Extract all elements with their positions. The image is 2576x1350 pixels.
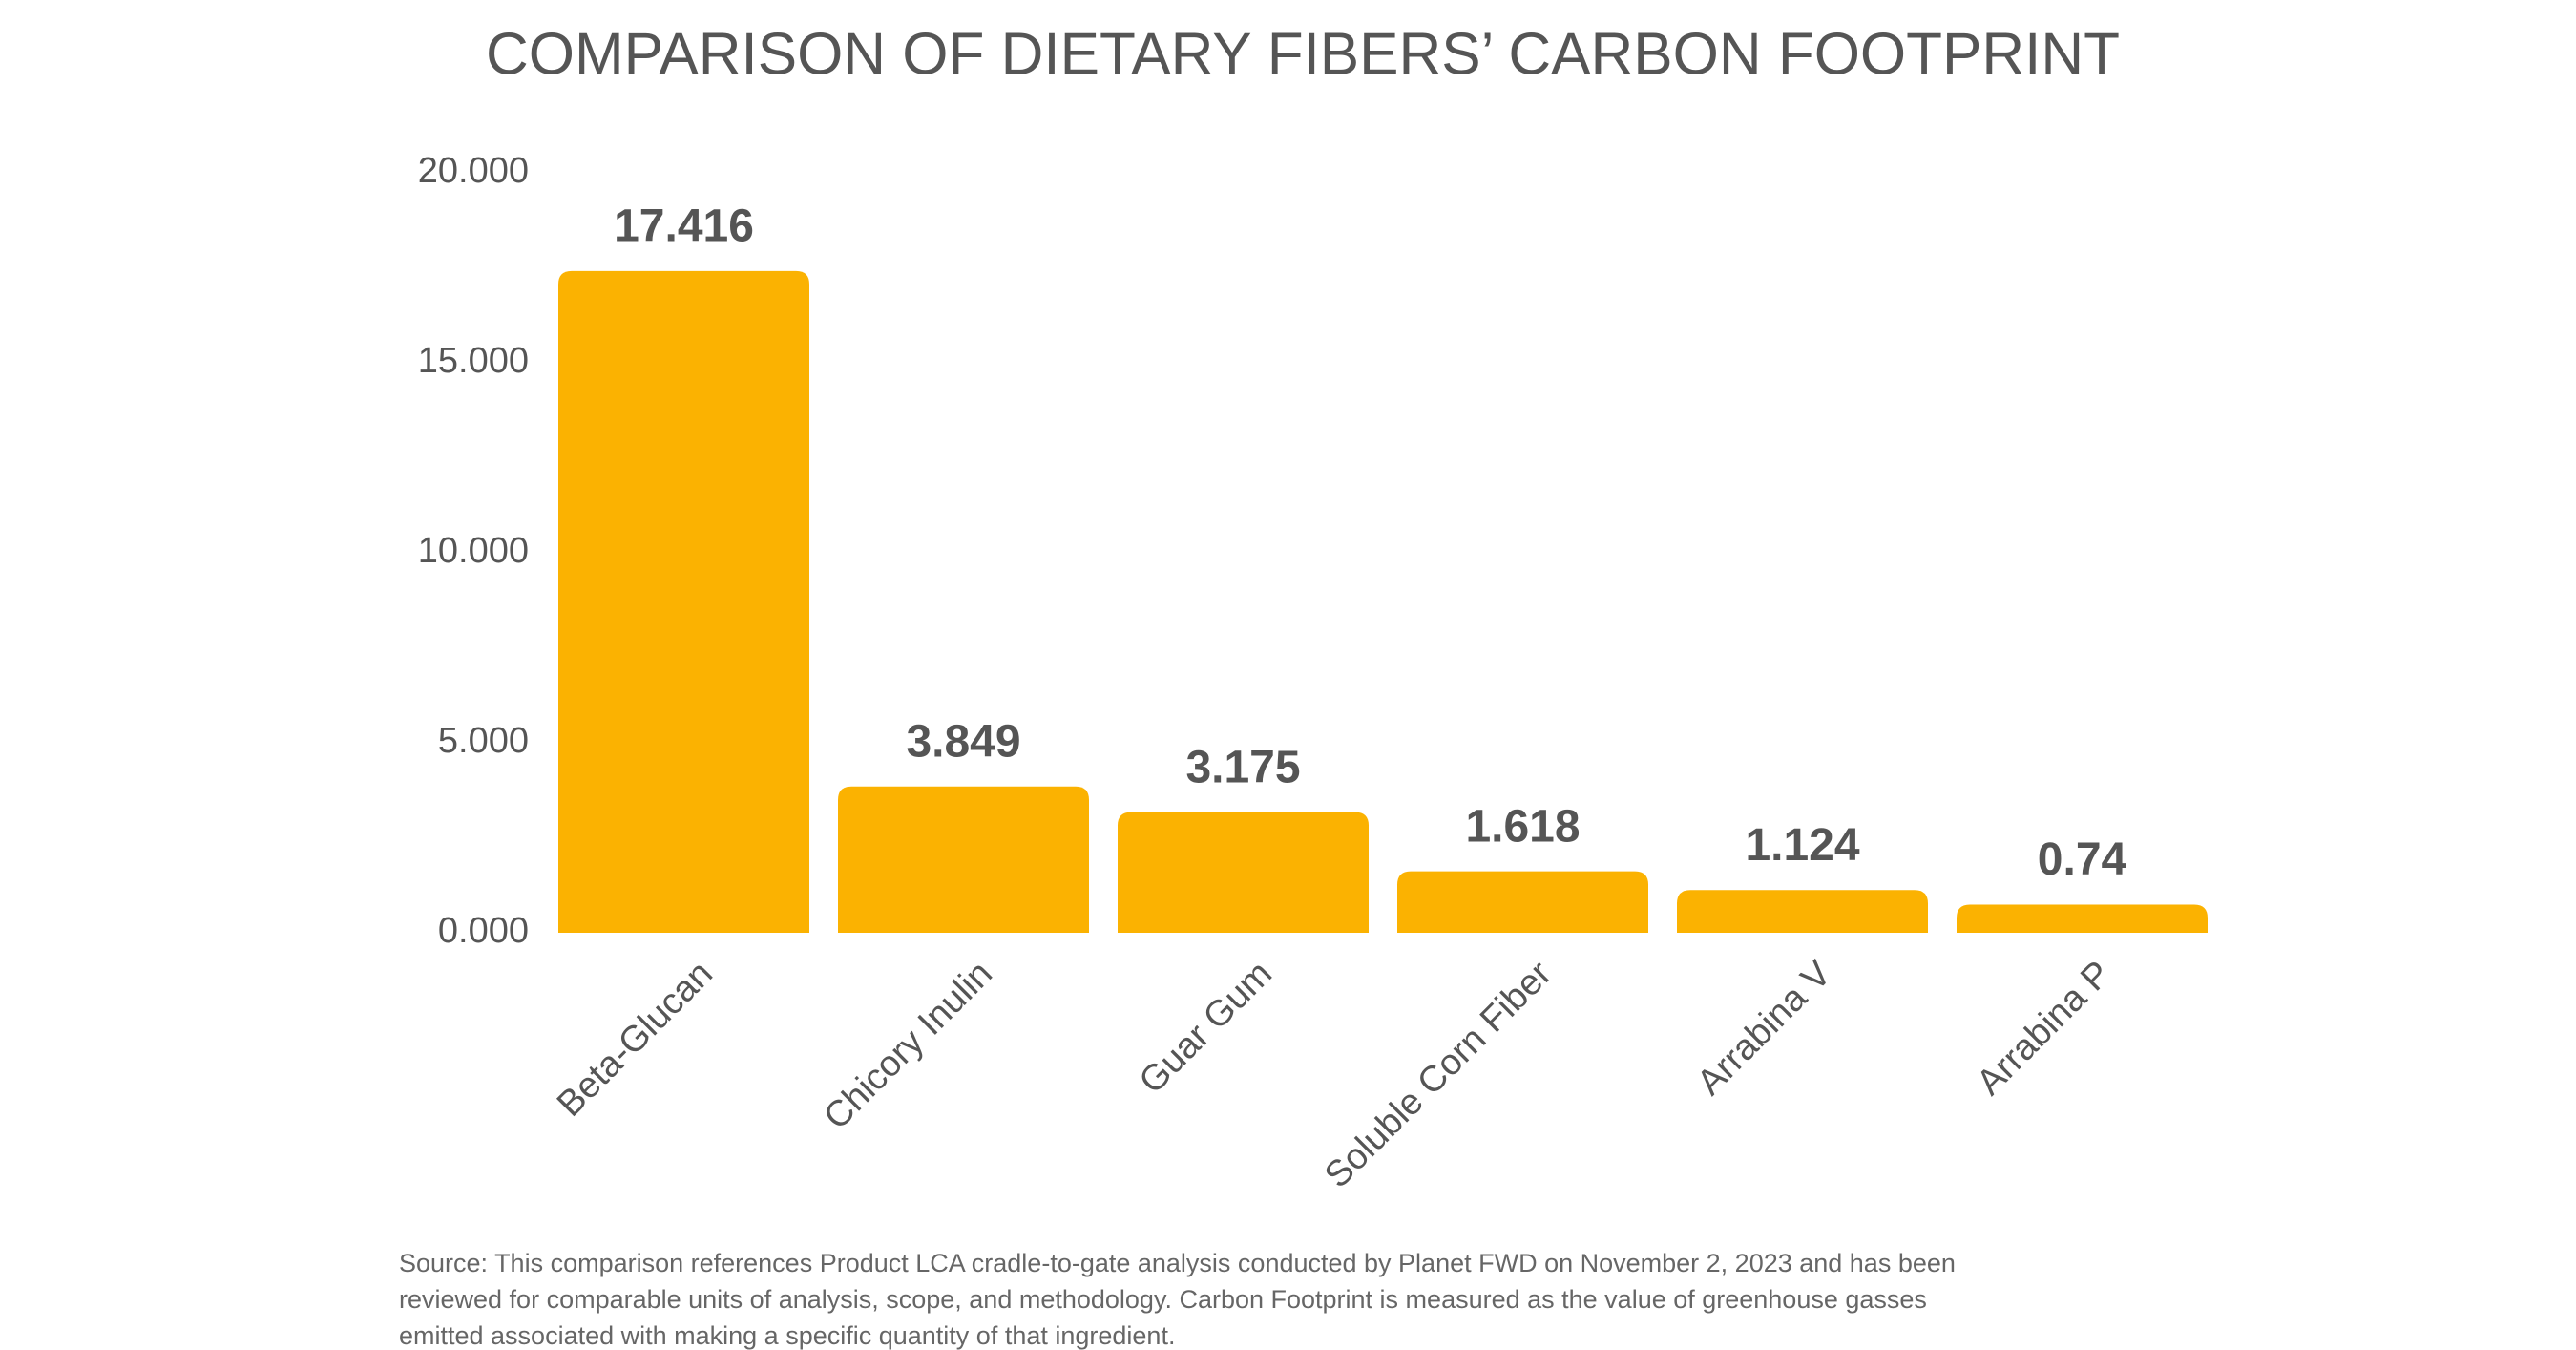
value-label: 0.74 (2038, 834, 2127, 885)
y-tick-label: 5.000 (438, 721, 529, 761)
x-tick-label: Soluble Corn Fiber (1317, 954, 1560, 1196)
bar (1957, 904, 2208, 933)
source-note: reviewed for comparable units of analysi… (399, 1285, 1927, 1314)
value-label: 3.175 (1185, 742, 1300, 792)
bar (558, 270, 809, 933)
bar (838, 786, 1089, 933)
source-note: emitted associated with making a specifi… (399, 1321, 1175, 1350)
y-tick-label: 20.000 (418, 151, 529, 191)
x-tick-label: Beta-Glucan (550, 954, 721, 1125)
x-tick-label: Arrabina V (1689, 953, 1839, 1103)
y-tick-label: 0.000 (438, 911, 529, 951)
value-label: 3.849 (906, 716, 1020, 767)
value-label: 1.618 (1465, 801, 1580, 852)
x-tick-label: Guar Gum (1132, 954, 1280, 1102)
y-tick-label: 10.000 (418, 531, 529, 571)
x-tick-label: Arrabina P (1969, 954, 2119, 1104)
value-label: 1.124 (1745, 820, 1859, 871)
y-tick-label: 15.000 (418, 341, 529, 381)
value-label: 17.416 (614, 201, 754, 252)
chart-title: COMPARISON OF DIETARY FIBERS’ CARBON FOO… (486, 21, 2120, 87)
x-tick-label: Chicory Inulin (816, 954, 999, 1137)
bar (1397, 871, 1648, 933)
bar (1118, 812, 1369, 933)
source-note: Source: This comparison references Produ… (399, 1249, 1956, 1277)
bar (1677, 890, 1928, 933)
